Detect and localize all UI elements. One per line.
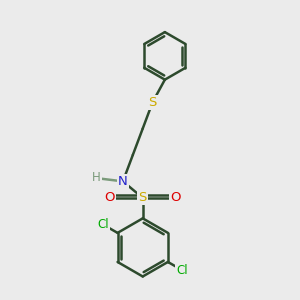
Text: S: S	[139, 191, 147, 204]
Text: Cl: Cl	[98, 218, 109, 231]
Text: O: O	[170, 191, 181, 204]
Text: S: S	[148, 96, 157, 109]
Text: N: N	[118, 175, 128, 188]
Text: Cl: Cl	[176, 264, 188, 277]
Text: H: H	[92, 171, 101, 184]
Text: O: O	[104, 191, 115, 204]
